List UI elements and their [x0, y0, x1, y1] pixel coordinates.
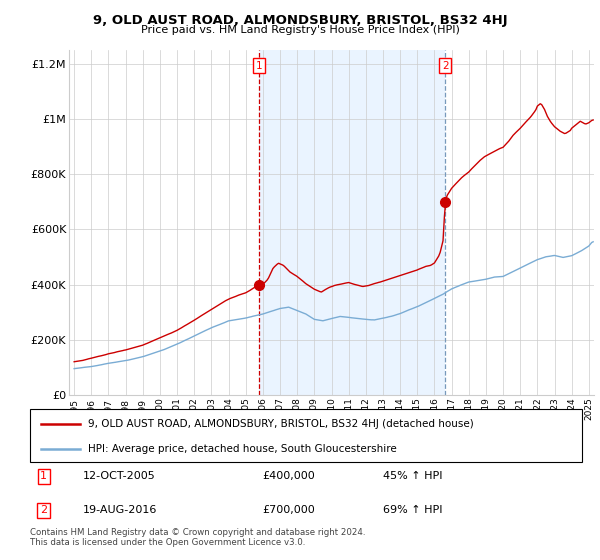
Text: HPI: Average price, detached house, South Gloucestershire: HPI: Average price, detached house, Sout…: [88, 444, 397, 454]
Text: 69% ↑ HPI: 69% ↑ HPI: [383, 505, 443, 515]
Text: 1: 1: [40, 472, 47, 482]
Text: 9, OLD AUST ROAD, ALMONDSBURY, BRISTOL, BS32 4HJ (detached house): 9, OLD AUST ROAD, ALMONDSBURY, BRISTOL, …: [88, 419, 474, 429]
Text: 45% ↑ HPI: 45% ↑ HPI: [383, 472, 443, 482]
FancyBboxPatch shape: [30, 409, 582, 462]
Text: Price paid vs. HM Land Registry's House Price Index (HPI): Price paid vs. HM Land Registry's House …: [140, 25, 460, 35]
Text: £400,000: £400,000: [262, 472, 314, 482]
Text: Contains HM Land Registry data © Crown copyright and database right 2024.
This d: Contains HM Land Registry data © Crown c…: [30, 528, 365, 547]
Text: 12-OCT-2005: 12-OCT-2005: [82, 472, 155, 482]
Text: £700,000: £700,000: [262, 505, 314, 515]
Text: 19-AUG-2016: 19-AUG-2016: [82, 505, 157, 515]
Text: 2: 2: [40, 505, 47, 515]
Bar: [259, 50, 445, 395]
Text: 9, OLD AUST ROAD, ALMONDSBURY, BRISTOL, BS32 4HJ: 9, OLD AUST ROAD, ALMONDSBURY, BRISTOL, …: [92, 14, 508, 27]
Text: 1: 1: [256, 60, 263, 71]
Text: 2: 2: [442, 60, 449, 71]
